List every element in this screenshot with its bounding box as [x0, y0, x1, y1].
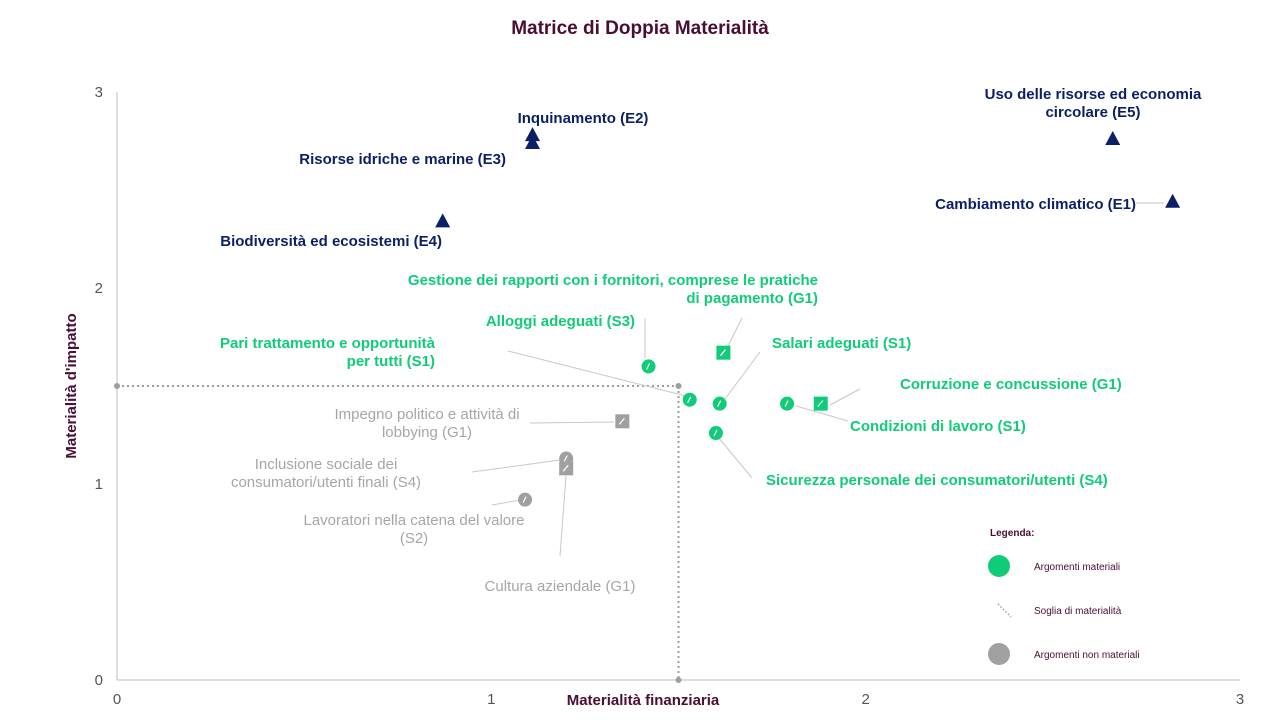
legend-threshold-swatch — [997, 603, 1012, 618]
sicurezza-personale-dei-consumatori-utenti-s4-marker-tick — [713, 429, 718, 437]
x-axis-title: Materialità finanziaria — [567, 692, 720, 709]
uso-delle-risorse-ed-economia-circolare-e5-marker — [1105, 131, 1121, 146]
cambiamento-climatico-e1-marker — [1165, 193, 1181, 208]
x-tick-label: 1 — [487, 691, 495, 708]
gestione-dei-rapporti-con-i-fornitori-comprese-le-pratiche-di-pagamento-g1-marker-tick — [719, 349, 726, 357]
cambiamento-climatico-e1-label: Cambiamento climatico (E1) — [935, 196, 1136, 213]
chart-title: Matrice di Doppia Materialità — [511, 18, 769, 39]
cultura-aziendale-g1-leader — [559, 475, 567, 557]
pari-trattamento-e-opportunita-per-tutti-s1-marker-tick — [687, 396, 692, 403]
threshold-end-dot — [675, 677, 682, 683]
x-tick-label: 0 — [113, 691, 121, 708]
axis-ticks: 0 1 2 3 0 1 2 3 — [95, 84, 1245, 708]
sicurezza-personale-dei-consumatori-utenti-s4-label: Sicurezza personale dei consumatori/uten… — [766, 472, 1108, 489]
y-tick-label: 1 — [95, 476, 103, 493]
legend-item-label: Argomenti materiali — [1034, 562, 1120, 573]
corruzione-e-concussione-g1-marker-tick — [817, 400, 824, 408]
y-tick-label: 0 — [95, 672, 103, 689]
threshold-end-dot — [114, 383, 120, 389]
condizioni-di-lavoro-s1-label: Condizioni di lavoro (S1) — [850, 418, 1026, 435]
pari-trattamento-e-opportunita-per-tutti-s1-label: Pari trattamento e opportunità per tutti … — [220, 335, 436, 370]
y-tick-label: 3 — [95, 84, 103, 101]
biodiversita-ed-ecosistemi-e4-label: Biodiversità ed ecosistemi (E4) — [220, 233, 442, 250]
lavoratori-nella-catena-del-valore-s2-leader — [491, 499, 521, 506]
inquinamento-e2-label: Inquinamento (E2) — [518, 110, 649, 127]
condizioni-di-lavoro-s1-marker-tick — [784, 400, 789, 407]
alloggi-adeguati-s3-label: Alloggi adeguati (S3) — [486, 313, 635, 330]
threshold-corner-dot — [675, 383, 682, 389]
data-labels: Uso delle risorse ed economia circolare (… — [220, 86, 1202, 595]
gestione-dei-rapporti-con-i-fornitori-comprese-le-pratiche-di-pagamento-g1-label: Gestione dei rapporti con i fornitori, c… — [408, 272, 818, 307]
leader-lines — [471, 202, 1164, 557]
x-tick-label: 3 — [1236, 691, 1244, 708]
legend-title: Legenda: — [990, 528, 1034, 539]
cultura-aziendale-g1-label: Cultura aziendale (G1) — [485, 578, 636, 595]
impegno-politico-e-attivita-di-lobbying-g1-leader — [529, 421, 615, 424]
risorse-idriche-e-marine-e3-marker — [525, 134, 541, 149]
lavoratori-nella-catena-del-valore-s2-marker-tick — [522, 496, 527, 503]
legend-item-label: Argomenti non materiali — [1034, 650, 1140, 661]
uso-delle-risorse-ed-economia-circolare-e5-label: Uso delle risorse ed economia circolare (… — [985, 86, 1202, 121]
corruzione-e-concussione-g1-label: Corruzione e concussione (G1) — [900, 376, 1122, 393]
risorse-idriche-e-marine-e3-label: Risorse idriche e marine (E3) — [299, 151, 506, 168]
impegno-politico-e-attivita-di-lobbying-g1-marker-tick — [618, 417, 625, 425]
legend-non-material-swatch — [988, 643, 1010, 665]
cultura-aziendale-g1-marker-tick — [562, 464, 569, 472]
legend: Legenda: Argomenti materiali Soglia di ma… — [988, 528, 1140, 665]
salari-adeguati-s1-leader — [721, 351, 761, 404]
y-axis-title: Materialità d'impatto — [63, 313, 80, 458]
inquinamento-e2-marker — [525, 127, 541, 142]
salari-adeguati-s1-label: Salari adeguati (S1) — [772, 335, 911, 352]
lavoratori-nella-catena-del-valore-s2-label: Lavoratori nella catena del valore (S2) — [304, 512, 525, 547]
data-markers — [435, 127, 1181, 507]
alloggi-adeguati-s3-marker-tick — [646, 363, 651, 370]
inclusione-sociale-dei-consumatori-utenti-finali-s4-label: Inclusione sociale dei consumatori/utenti… — [231, 456, 421, 491]
inclusione-sociale-dei-consumatori-utenti-finali-s4-marker-tick — [563, 455, 568, 462]
biodiversita-ed-ecosistemi-e4-marker — [435, 213, 451, 228]
gestione-dei-rapporti-con-i-fornitori-comprese-le-pratiche-di-pagamento-g1-leader — [727, 317, 743, 347]
salari-adeguati-s1-marker-tick — [717, 400, 722, 407]
legend-item-label: Soglia di materialità — [1034, 606, 1122, 617]
impegno-politico-e-attivita-di-lobbying-g1-label: Impegno politico e attività di lobbying (… — [334, 406, 519, 441]
threshold-lines — [114, 383, 682, 683]
condizioni-di-lavoro-s1-leader — [795, 405, 849, 422]
inclusione-sociale-dei-consumatori-utenti-finali-s4-leader — [471, 459, 561, 473]
y-tick-label: 2 — [95, 280, 103, 297]
pari-trattamento-e-opportunita-per-tutti-s1-leader — [507, 350, 687, 397]
sicurezza-personale-dei-consumatori-utenti-s4-leader — [717, 436, 753, 479]
legend-material-swatch — [988, 555, 1010, 577]
corruzione-e-concussione-g1-leader — [829, 388, 861, 406]
x-tick-label: 2 — [861, 691, 869, 708]
